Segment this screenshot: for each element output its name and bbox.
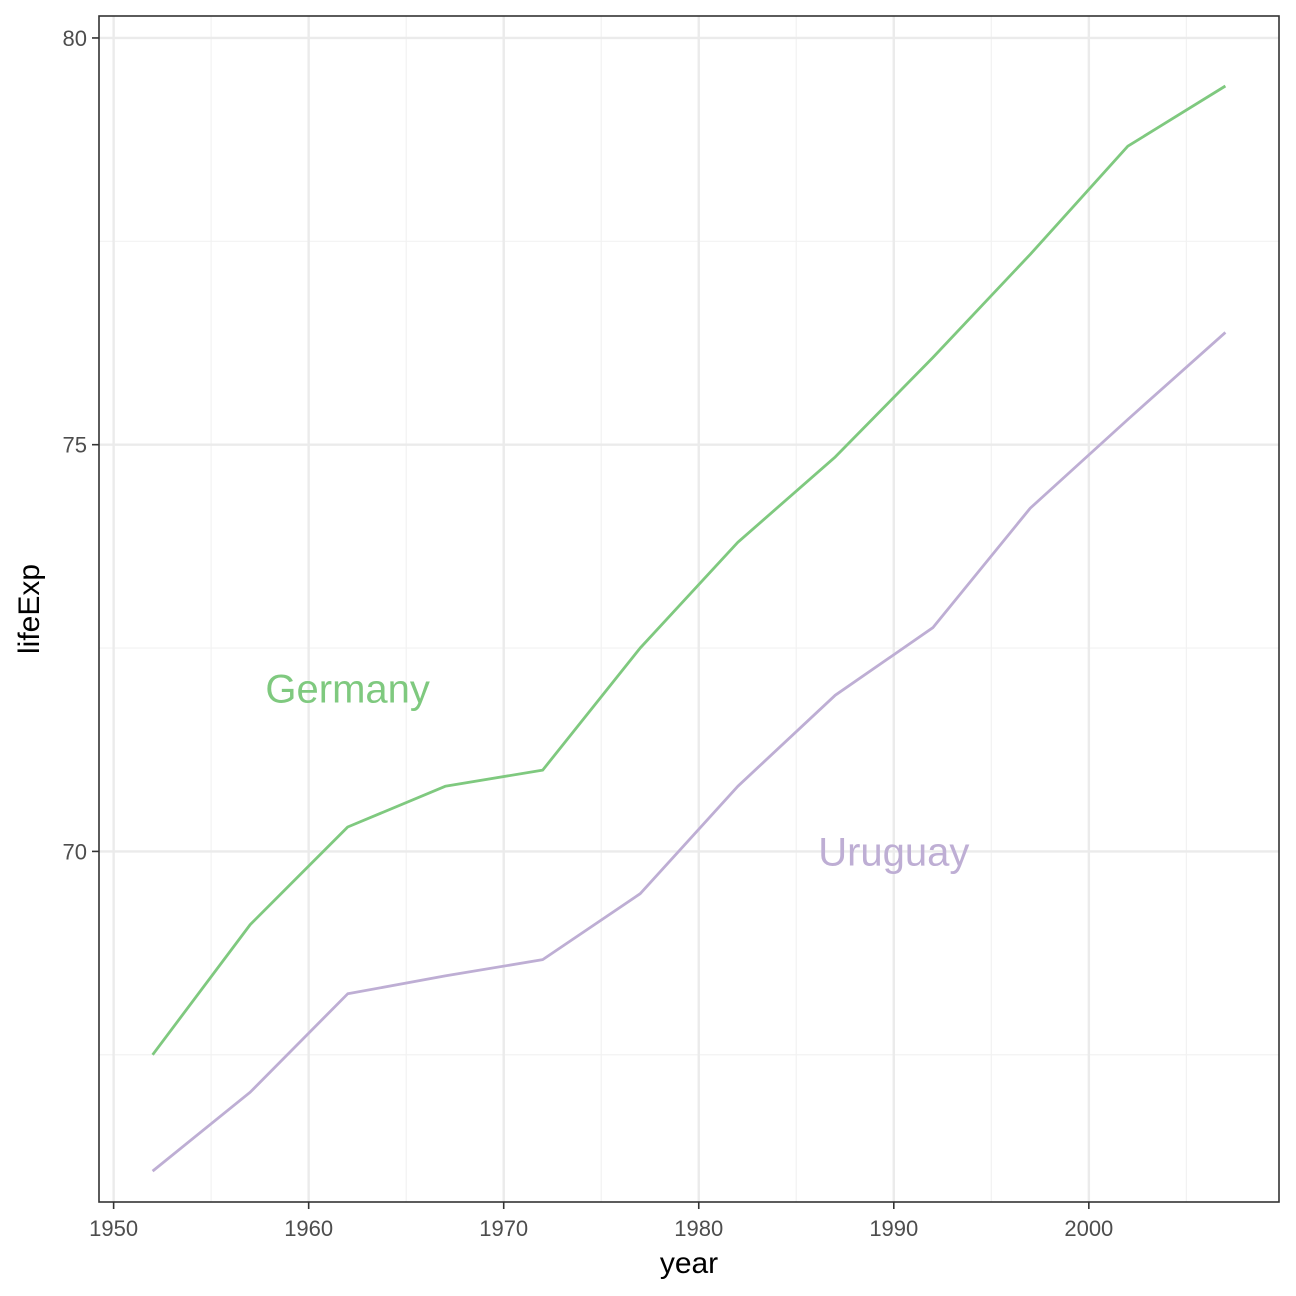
x-tick-label: 1950 — [89, 1216, 138, 1241]
series-labels: Germany Uruguay — [265, 668, 969, 875]
x-tick-label: 2000 — [1064, 1216, 1113, 1241]
x-tick-label: 1960 — [284, 1216, 333, 1241]
y-axis-title: lifeExp — [13, 564, 46, 654]
x-axis-title: year — [660, 1247, 718, 1280]
uruguay-line — [151, 331, 1227, 1173]
y-tick-label: 80 — [63, 26, 87, 51]
plot-background — [99, 16, 1279, 1202]
x-tick-label: 1980 — [674, 1216, 723, 1241]
germany-label: Germany — [265, 668, 430, 712]
panel-border — [98, 15, 1280, 1203]
y-axis: 70 75 80 — [63, 26, 99, 864]
uruguay-label: Uruguay — [818, 830, 969, 874]
y-tick-label: 70 — [63, 839, 87, 864]
germany-line — [151, 84, 1227, 1056]
x-axis: 1950 1960 1970 1980 1990 2000 — [89, 1202, 1113, 1241]
series-lines — [151, 84, 1227, 1173]
minor-gridlines — [99, 16, 1279, 1202]
major-gridlines — [99, 16, 1279, 1202]
x-tick-label: 1990 — [869, 1216, 918, 1241]
x-tick-label: 1970 — [479, 1216, 528, 1241]
y-tick-label: 75 — [63, 433, 87, 458]
